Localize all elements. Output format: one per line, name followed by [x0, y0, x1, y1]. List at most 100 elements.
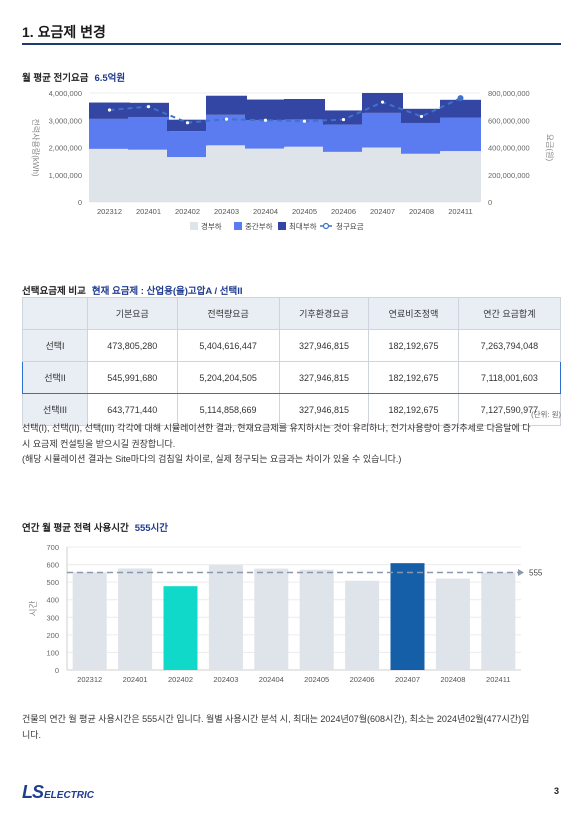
table-cell: 545,991,680: [87, 361, 178, 394]
billing-point: [185, 121, 190, 125]
x-tick-label: 202404: [259, 675, 284, 684]
bar-segment: [128, 102, 169, 117]
usage-bar: [254, 568, 289, 670]
bar-segment: [440, 151, 481, 202]
table-cell: 327,946,815: [278, 361, 370, 394]
bar-segment: [284, 119, 325, 147]
bar-segment: [362, 147, 403, 202]
x-tick-label: 202411: [448, 207, 472, 216]
x-tick-label: 202402: [175, 207, 200, 216]
table-header-cell: 기후환경요금: [278, 297, 370, 330]
y-tick-label: 100: [46, 648, 59, 657]
monthly-cost-heading: 월 평균 전기요금 6.5억원: [22, 70, 125, 84]
y2-tick-label: 800,000,000: [488, 89, 530, 98]
y-tick-label: 3,000,000: [49, 116, 82, 125]
table-header-cell: 전력량요금: [176, 297, 280, 330]
legend-label: 최대부하: [289, 221, 317, 231]
y2-tick-label: 600,000,000: [488, 116, 530, 125]
billing-point: [263, 118, 268, 122]
table-cell: 473,805,280: [87, 329, 178, 362]
table-cell: 327,946,815: [278, 329, 370, 362]
unit-note: (단위: 원): [531, 410, 561, 419]
table-cell: 7,263,794,048: [457, 329, 562, 362]
usage-label: 연간 월 평균 전력 사용시간: [22, 523, 129, 534]
table-cell: 선택I: [22, 329, 88, 362]
x-tick-label: 202411: [486, 675, 510, 684]
billing-point: [380, 100, 385, 104]
usage-summary: 건물의 연간 월 평균 사용시간은 555시간 입니다. 월별 사용시간 분석 …: [22, 712, 567, 743]
ls-electric-logo: LSELECTRIC: [22, 782, 94, 803]
table-cell: 5,404,616,447: [176, 329, 280, 362]
billing-point: [419, 114, 424, 119]
usage-bar: [72, 572, 107, 670]
billing-point: [107, 108, 112, 112]
note-line: 시 요금제 컨설팅을 받으시길 권장합니다.: [22, 438, 176, 449]
summary-line: 니다.: [22, 729, 42, 740]
current-plan: 현재 요금제 : 산업용(을)고압A / 선택II: [91, 286, 243, 297]
x-tick-label: 202406: [331, 207, 356, 216]
y2-axis-label: 요금(원): [545, 134, 554, 162]
bar-segment: [206, 95, 247, 115]
x-tick-label: 202312: [77, 675, 102, 684]
billing-point: [457, 95, 464, 102]
bar-segment: [167, 131, 208, 158]
usage-hours-chart: 0 100 200 300 400 500 600 700 시간 202312 202401 2024…: [28, 543, 543, 684]
monthly-cost-label: 월 평균 전기요금: [22, 73, 89, 84]
table-cell: 5,204,204,505: [176, 361, 280, 394]
y-tick-label: 4,000,000: [49, 89, 82, 98]
bar-segment: [245, 99, 286, 120]
monthly-cost-chart: 0 1,000,000 2,000,000 3,000,000 4,000,000 0 20…: [31, 89, 554, 231]
y-tick-label: 200: [46, 631, 59, 640]
table-row: 선택III 643,771,440 5,114,858,669 327,946,…: [22, 393, 562, 426]
bar-segment: [440, 117, 481, 152]
x-tick-label: 202401: [123, 675, 148, 684]
bar-segment: [89, 148, 130, 202]
y2-tick-label: 400,000,000: [488, 144, 530, 153]
legend-swatch: [190, 222, 198, 230]
y-tick-label: 1,000,000: [49, 171, 82, 180]
y-tick-label: 400: [46, 596, 59, 605]
comparison-label: 선택요금제 비교: [22, 286, 86, 297]
bar-segment: [401, 122, 442, 154]
bar-segment: [284, 98, 325, 120]
section-title: 1. 요금제 변경: [22, 24, 106, 40]
x-tick-label: 202401: [136, 207, 161, 216]
x-tick-label: 202402: [168, 675, 193, 684]
billing-line: [109, 97, 461, 124]
billing-point: [146, 105, 151, 109]
table-row-current-plan: 선택II 545,991,680 5,204,204,505 327,946,8…: [22, 361, 562, 394]
bar-segment: [167, 157, 208, 202]
table-header-cell: 기본요금: [87, 297, 178, 330]
note-line: 선택(I), 선택(II), 선택(III) 각각에 대해 시뮬레이션한 결과,…: [22, 423, 531, 433]
table-header-cell: [22, 297, 88, 330]
monthly-cost-value: 6.5억원: [94, 73, 126, 84]
usage-bar: [299, 569, 334, 670]
bar-segment: [89, 118, 130, 149]
legend-label: 청구요금: [336, 222, 364, 231]
y-axis-label: 전력사용량(kWh): [31, 118, 41, 176]
bar-segment: [167, 119, 208, 132]
note-line: (해당 시뮬레이션 결과는 Site마다의 검침일 차이로, 실제 청구되는 요…: [22, 454, 402, 464]
logo-ls: LS: [22, 782, 44, 802]
bar-segment: [323, 151, 364, 202]
y-tick-label: 700: [46, 543, 59, 552]
summary-line: 건물의 연간 월 평균 사용시간은 555시간 입니다. 월별 사용시간 분석 …: [22, 714, 530, 724]
table-header-row: 기본요금 전력량요금 기후환경요금 연료비조정액 연간 요금합계: [22, 297, 562, 330]
usage-bar: [345, 580, 380, 670]
x-tick-label: 202405: [292, 207, 317, 216]
table-cell: 선택II: [22, 361, 88, 394]
table-cell: 182,192,675: [368, 393, 459, 426]
billing-point: [341, 117, 346, 122]
legend-swatch: [278, 222, 286, 230]
y2-tick-label: 0: [488, 198, 492, 207]
bar-segment: [245, 148, 286, 202]
usage-heading: 연간 월 평균 전력 사용시간 555시간: [22, 520, 168, 534]
usage-bar: [163, 586, 198, 670]
x-tick-label: 202406: [350, 675, 375, 684]
x-tick-label: 202407: [370, 207, 395, 216]
table-cell: 7,118,001,603: [457, 361, 562, 394]
table-row: 선택I 473,805,280 5,404,616,447 327,946,81…: [22, 329, 562, 362]
y-tick-label: 300: [46, 613, 59, 622]
bar-segment: [401, 153, 442, 202]
y-tick-label: 600: [46, 561, 59, 570]
